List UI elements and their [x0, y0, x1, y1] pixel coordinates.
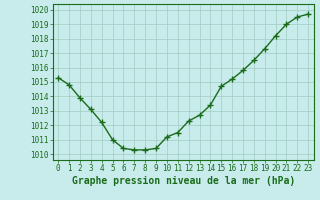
X-axis label: Graphe pression niveau de la mer (hPa): Graphe pression niveau de la mer (hPa)	[72, 176, 295, 186]
